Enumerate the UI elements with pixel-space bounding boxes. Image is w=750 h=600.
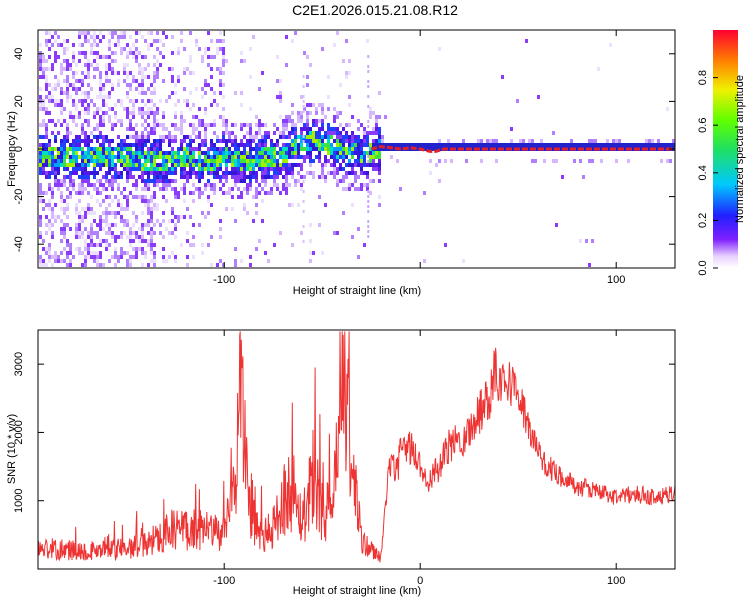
spectrogram-ytick-label: -20	[13, 189, 25, 205]
spectrogram-xtick-label: -100	[213, 274, 235, 286]
spectrogram-xtick-label: 100	[607, 274, 625, 286]
colorbar: 0.0 0.2 0.4 0.6 0.8 Normalized spectral ampl…	[697, 30, 746, 276]
spectrogram-ridge-band	[372, 143, 675, 151]
colorbar-tick-label: 0.6	[697, 118, 709, 133]
colorbar-axes: 0.0 0.2 0.4 0.6 0.8	[697, 70, 718, 276]
colorbar-tick-label: 0.4	[697, 165, 709, 180]
colorbar-tick-label: 0.2	[697, 213, 709, 228]
figure-title: C2E1.2026.015.21.08.R12	[292, 2, 458, 18]
snr-axes: -100 0 100 1000 2000 3000	[13, 330, 675, 587]
snr-ytick-label: 1000	[13, 488, 25, 512]
snr-series-line	[37, 331, 676, 563]
spectrogram-ytick-label: 40	[13, 48, 25, 60]
spectrogram-plot: -100 100 -40 -20 0 20 40 Height of straight li…	[6, 29, 676, 297]
colorbar-label: Normalized spectral amplitude	[734, 75, 746, 223]
spectrogram-ridge	[370, 145, 675, 153]
snr-ytick-label: 2000	[13, 420, 25, 444]
spectrogram-ylabel: Frequency (Hz)	[6, 111, 18, 187]
snr-xtick-label: -100	[213, 575, 235, 587]
spectrogram-axes: -100 100 -40 -20 0 20 40	[13, 30, 675, 286]
spectrogram-cells	[39, 31, 675, 267]
colorbar-tick-label: 0.8	[697, 70, 709, 85]
spectrogram-ytick-label: 20	[13, 95, 25, 107]
colorbar-gradient	[713, 30, 738, 268]
colorbar-tick-label: 0.0	[697, 260, 709, 275]
snr-xtick-label: 0	[417, 575, 423, 587]
snr-ytick-label: 3000	[13, 352, 25, 376]
snr-ylabel: SNR (10 * v/v)	[6, 414, 18, 484]
spectrogram-xlabel: Height of straight line (km)	[293, 285, 421, 297]
snr-xtick-label: 100	[607, 575, 625, 587]
spectrogram-ytick-label: 0	[13, 146, 25, 152]
snr-plot: -100 0 100 1000 2000 3000 Height of straight …	[6, 329, 676, 597]
snr-frame	[37, 329, 676, 570]
snr-xlabel: Height of straight line (km)	[293, 585, 421, 597]
spectrogram-ytick-label: -40	[13, 236, 25, 252]
